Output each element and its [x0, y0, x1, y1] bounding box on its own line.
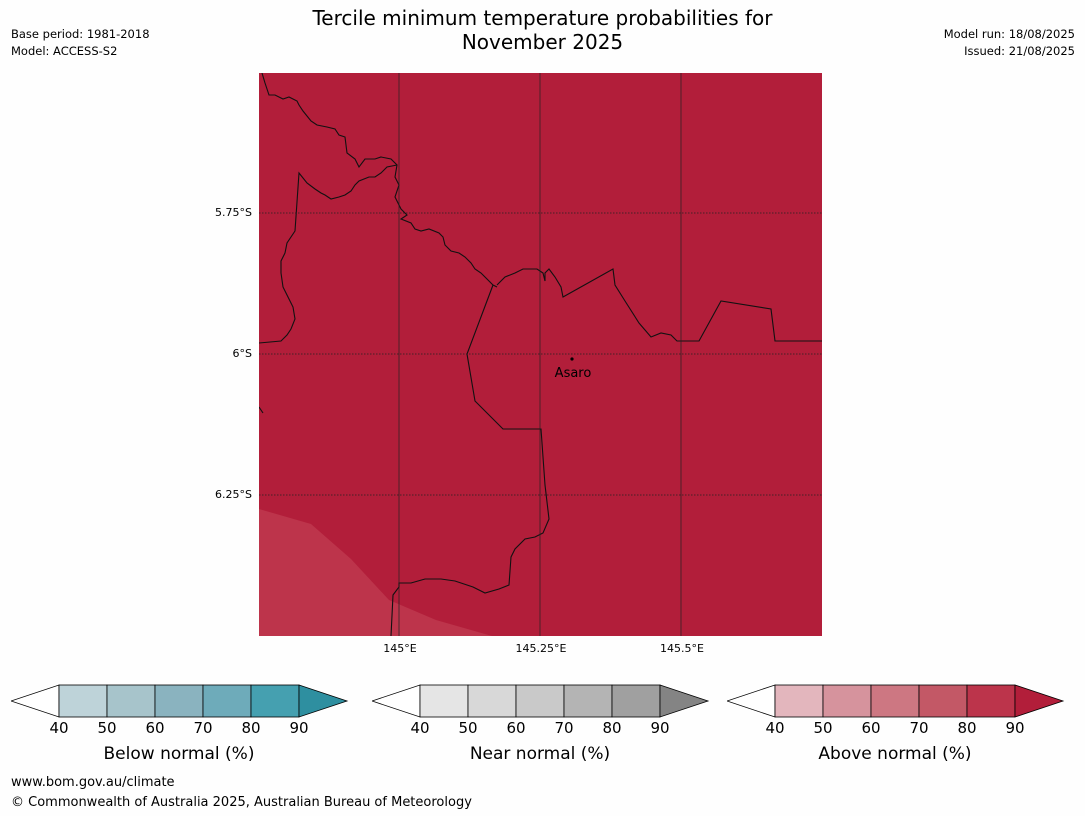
- colorbar-tick-label: 40: [49, 719, 69, 737]
- colorbar-tick-label: 80: [602, 719, 622, 737]
- province-boundary-east: [496, 268, 822, 342]
- colorbar-tick-label: 70: [554, 719, 574, 737]
- colorbar-lower-extend: [372, 684, 421, 718]
- lower-probability-region: [259, 509, 492, 636]
- colorbar-segment: [966, 684, 1016, 718]
- colorbar-tick-label: 60: [861, 719, 881, 737]
- colorbar-tick-label: 80: [241, 719, 261, 737]
- colorbar-tick-label: 90: [650, 719, 670, 737]
- colorbar-segment: [822, 684, 872, 718]
- colorbar-upper-extend: [298, 684, 349, 718]
- colorbar-segment: [58, 684, 108, 718]
- colorbar-tick-label: 50: [97, 719, 117, 737]
- lat-label-1: 5.75°S: [215, 206, 252, 219]
- colorbar-tick-label: 50: [813, 719, 833, 737]
- lat-label-3: 6.25°S: [215, 488, 252, 501]
- colorbar-tick-label: 50: [458, 719, 478, 737]
- colorbar-tick-label: 40: [765, 719, 785, 737]
- map-title: Tercile minimum temperature probabilitie…: [0, 6, 1085, 54]
- colorbar-tick-label: 60: [145, 719, 165, 737]
- colorbar-segment: [106, 684, 156, 718]
- colorbar-segment: [611, 684, 661, 718]
- graticule: [259, 73, 822, 636]
- colorbar-segment: [918, 684, 968, 718]
- run-info: Model run: 18/08/2025 Issued: 21/08/2025: [944, 26, 1075, 60]
- colorbar-tick-label: 70: [909, 719, 929, 737]
- colorbar-3: [727, 684, 1067, 720]
- website-url: www.bom.gov.au/climate: [11, 775, 175, 790]
- colorbar-tick-label: 40: [410, 719, 430, 737]
- colorbar-label: Above normal (%): [818, 744, 972, 764]
- colorbar-label: Below normal (%): [103, 744, 255, 764]
- lon-label-2: 145.25°E: [515, 642, 567, 655]
- province-boundary-central: [259, 164, 398, 344]
- model-name: Model: ACCESS-S2: [11, 44, 118, 58]
- colorbar-tick-label: 90: [289, 719, 309, 737]
- colorbar-lower-extend: [727, 684, 776, 718]
- colorbar-1: [11, 684, 351, 720]
- issued-date: Issued: 21/08/2025: [964, 44, 1075, 58]
- lon-label-1: 145°E: [383, 642, 417, 655]
- colorbar-segment: [250, 684, 300, 718]
- colorbar-upper-extend: [659, 684, 710, 718]
- town-marker: [570, 357, 574, 361]
- colorbar-lower-extend: [11, 684, 60, 718]
- asaro-district-boundary: [390, 284, 550, 636]
- boundaries: [259, 73, 822, 636]
- colorbar-segment: [467, 684, 517, 718]
- colorbar-segment: [154, 684, 204, 718]
- colorbar-segment: [870, 684, 920, 718]
- lon-label-3: 145.5°E: [660, 642, 704, 655]
- model-info: Base period: 1981-2018 Model: ACCESS-S2: [11, 26, 150, 60]
- colorbar-upper-extend: [1014, 684, 1065, 718]
- colorbar-segment: [774, 684, 824, 718]
- probability-fill: [259, 73, 822, 636]
- base-period: Base period: 1981-2018: [11, 27, 150, 41]
- title-line-1: Tercile minimum temperature probabilitie…: [312, 6, 773, 30]
- colorbar-segment: [563, 684, 613, 718]
- colorbar-label: Near normal (%): [469, 744, 611, 764]
- colorbar-tick-label: 60: [506, 719, 526, 737]
- colorbar-segment: [202, 684, 252, 718]
- map-canvas: Asaro: [259, 73, 822, 636]
- town-label: Asaro: [555, 366, 592, 381]
- title-line-2: November 2025: [461, 30, 624, 54]
- copyright: © Commonwealth of Australia 2025, Austra…: [11, 795, 472, 810]
- model-run: Model run: 18/08/2025: [943, 27, 1075, 41]
- probability-map[interactable]: Asaro: [259, 73, 822, 636]
- lat-label-2: 6°S: [232, 347, 252, 360]
- colorbar-2: [372, 684, 712, 720]
- map-edge-mark: [259, 406, 264, 414]
- colorbar-segment: [419, 684, 469, 718]
- colorbar-tick-label: 80: [957, 719, 977, 737]
- colorbar-segment: [515, 684, 565, 718]
- colorbar-tick-label: 70: [193, 719, 213, 737]
- colorbar-tick-label: 90: [1005, 719, 1025, 737]
